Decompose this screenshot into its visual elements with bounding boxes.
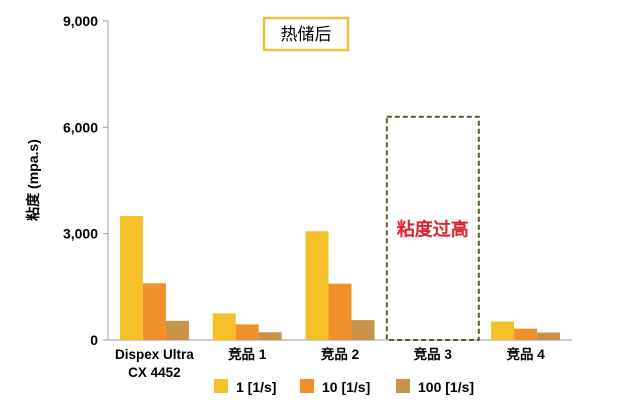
legend-label: 10 [1/s] — [322, 379, 370, 395]
bar — [258, 332, 282, 340]
y-tick-label: 3,000 — [63, 226, 98, 242]
category-label: 竞品 3 — [414, 346, 453, 362]
chart-title: 热储后 — [281, 25, 332, 45]
legend-label: 100 [1/s] — [418, 379, 474, 395]
annotation-dashed-box — [385, 115, 480, 341]
legend-swatch — [300, 379, 314, 393]
bar — [491, 321, 515, 340]
bar — [165, 320, 189, 340]
bar — [351, 320, 375, 340]
category-label: 竞品 2 — [321, 346, 359, 362]
bar — [328, 283, 352, 340]
bar — [305, 231, 329, 340]
legend: 1 [1/s] 10 [1/s] 100 [1/s] — [214, 379, 474, 395]
y-tick-label: 6,000 — [63, 119, 98, 135]
annotation-text: 粘度过高 — [397, 218, 469, 240]
bar — [537, 332, 561, 340]
legend-label: 1 [1/s] — [236, 379, 276, 395]
category-label: Dispex Ultra — [115, 347, 194, 362]
y-tick-label: 9,000 — [63, 13, 98, 29]
bar — [514, 328, 538, 340]
category-label: 竞品 4 — [506, 346, 545, 362]
y-tick-labels: 0 3,000 6,000 9,000 — [63, 13, 98, 348]
y-axis-label: 粘度 (mpa.s) — [25, 139, 41, 221]
category-label: CX 4452 — [128, 365, 181, 380]
y-tick-label: 0 — [90, 332, 98, 348]
bar — [142, 283, 166, 340]
bar — [119, 215, 143, 340]
category-label: 竞品 1 — [228, 346, 267, 362]
annotation-group: 粘度过高 — [385, 115, 480, 341]
title-frame — [262, 16, 350, 52]
bars — [119, 215, 561, 340]
bar — [235, 324, 259, 340]
category-labels: Dispex Ultra CX 4452 竞品 1 竞品 2 竞品 3 竞品 4 — [115, 346, 545, 380]
bar — [212, 313, 236, 340]
legend-swatch — [214, 379, 228, 393]
legend-swatch — [396, 379, 410, 393]
chart-title-box: 热储后 — [262, 16, 350, 52]
